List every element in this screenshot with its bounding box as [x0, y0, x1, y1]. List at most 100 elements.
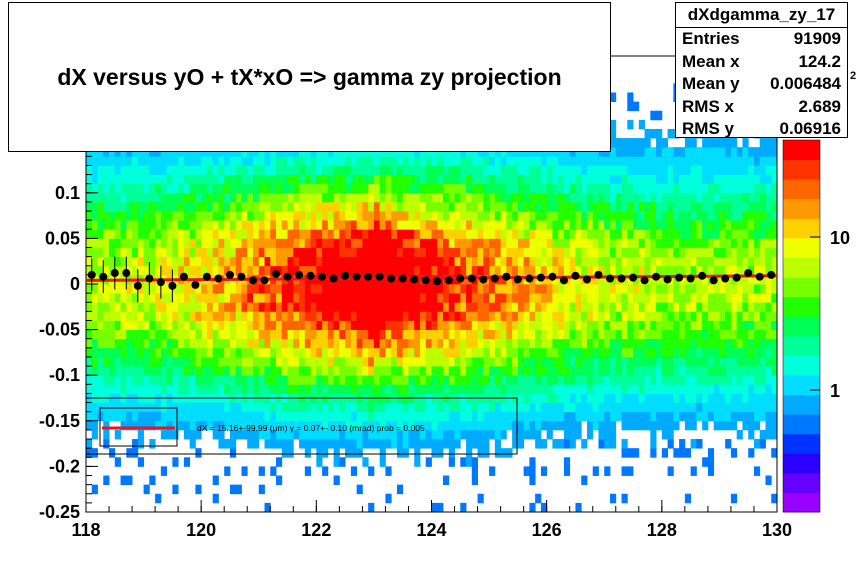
heatmap-cell — [385, 320, 392, 330]
heatmap-cell — [621, 201, 628, 212]
heatmap-cell — [281, 211, 288, 221]
heatmap-cell — [765, 366, 772, 376]
heatmap-cell — [126, 338, 133, 349]
heatmap-cell — [477, 284, 484, 294]
heatmap-cell — [512, 329, 519, 340]
heatmap-cell — [379, 192, 386, 203]
heatmap-cell — [517, 165, 525, 175]
heatmap-cell — [385, 356, 392, 367]
heatmap-cell — [327, 183, 335, 194]
heatmap-cell — [270, 384, 277, 394]
heatmap-cell — [569, 411, 576, 422]
heatmap-cell — [419, 311, 427, 321]
heatmap-cell — [287, 256, 294, 267]
heatmap-cell — [489, 320, 496, 330]
heatmap-cell — [385, 201, 392, 212]
heatmap-cell — [460, 192, 467, 203]
heatmap-cell — [103, 293, 110, 303]
heatmap-cell — [345, 402, 352, 413]
heatmap-cell — [241, 265, 248, 276]
heatmap-cell — [402, 375, 409, 385]
heatmap-cell — [730, 375, 738, 385]
heatmap-cell — [489, 192, 496, 203]
heatmap-cell — [771, 293, 778, 303]
heatmap-cell — [126, 475, 133, 486]
heatmap-cell — [742, 320, 749, 330]
heatmap-cell — [500, 192, 507, 203]
heatmap-cell — [638, 302, 645, 312]
heatmap-cell — [517, 439, 525, 449]
heatmap-cell — [759, 347, 766, 358]
heatmap-cell — [316, 311, 323, 321]
heatmap-cell — [592, 229, 599, 239]
heatmap-cell — [149, 356, 156, 367]
heatmap-cell — [702, 165, 709, 175]
heatmap-cell — [391, 211, 398, 221]
heatmap-cell — [667, 384, 674, 394]
heatmap-cell — [206, 329, 214, 340]
heatmap-cell — [264, 156, 271, 166]
heatmap-cell — [644, 366, 651, 376]
heatmap-cell — [379, 384, 386, 394]
heatmap-cell — [633, 165, 640, 175]
heatmap-cell — [656, 347, 663, 358]
heatmap-cell — [702, 384, 709, 394]
heatmap-cell — [448, 457, 455, 467]
heatmap-cell — [679, 229, 686, 239]
heatmap-cell — [160, 329, 168, 340]
heatmap-cell — [742, 338, 749, 349]
profile-point — [364, 272, 373, 281]
heatmap-cell — [345, 384, 352, 394]
heatmap-cell — [563, 284, 571, 294]
heatmap-cell — [448, 256, 455, 267]
heatmap-cell — [460, 329, 467, 340]
heatmap-cell — [765, 247, 772, 258]
heatmap-cell — [379, 347, 386, 358]
heatmap-cell — [258, 329, 265, 340]
heatmap-cell — [120, 201, 127, 212]
heatmap-cell — [477, 429, 484, 440]
heatmap-cell — [212, 256, 219, 267]
heatmap-cell — [247, 293, 254, 303]
heatmap-cell — [235, 311, 242, 321]
heatmap-cell — [258, 174, 265, 185]
heatmap-cell — [771, 448, 778, 458]
heatmap-cell — [287, 329, 294, 340]
heatmap-cell — [736, 393, 743, 403]
heatmap-cell — [264, 329, 271, 340]
heatmap-cell — [546, 347, 553, 358]
heatmap-cell — [477, 165, 484, 175]
heatmap-cell — [224, 165, 231, 175]
heatmap-cell — [604, 238, 611, 248]
heatmap-cell — [431, 329, 438, 340]
heatmap-cell — [725, 329, 732, 340]
heatmap-cell — [471, 201, 478, 212]
heatmap-cell — [730, 229, 738, 239]
heatmap-cell — [224, 302, 231, 312]
heatmap-cell — [690, 320, 697, 330]
heatmap-cell — [437, 329, 444, 340]
heatmap-cell — [264, 238, 271, 248]
heatmap-cell — [431, 356, 438, 367]
x-tick-label: 124 — [416, 520, 446, 540]
heatmap-cell — [385, 366, 392, 376]
heatmap-cell — [581, 165, 588, 175]
heatmap-cell — [339, 247, 346, 258]
heatmap-cell — [247, 156, 254, 166]
heatmap-cell — [120, 229, 127, 239]
heatmap-cell — [114, 429, 121, 440]
heatmap-cell — [581, 211, 588, 221]
heatmap-cell — [690, 156, 697, 166]
heatmap-cell — [471, 347, 478, 358]
heatmap-cell — [771, 302, 778, 312]
heatmap-cell — [229, 247, 237, 258]
heatmap-cell — [535, 238, 542, 248]
heatmap-cell — [610, 165, 617, 175]
heatmap-cell — [535, 320, 542, 330]
heatmap-cell — [293, 366, 300, 376]
heatmap-cell — [736, 402, 743, 413]
heatmap-cell — [650, 174, 657, 185]
heatmap-cell — [500, 347, 507, 358]
heatmap-cell — [707, 201, 715, 212]
heatmap-cell — [419, 320, 427, 330]
